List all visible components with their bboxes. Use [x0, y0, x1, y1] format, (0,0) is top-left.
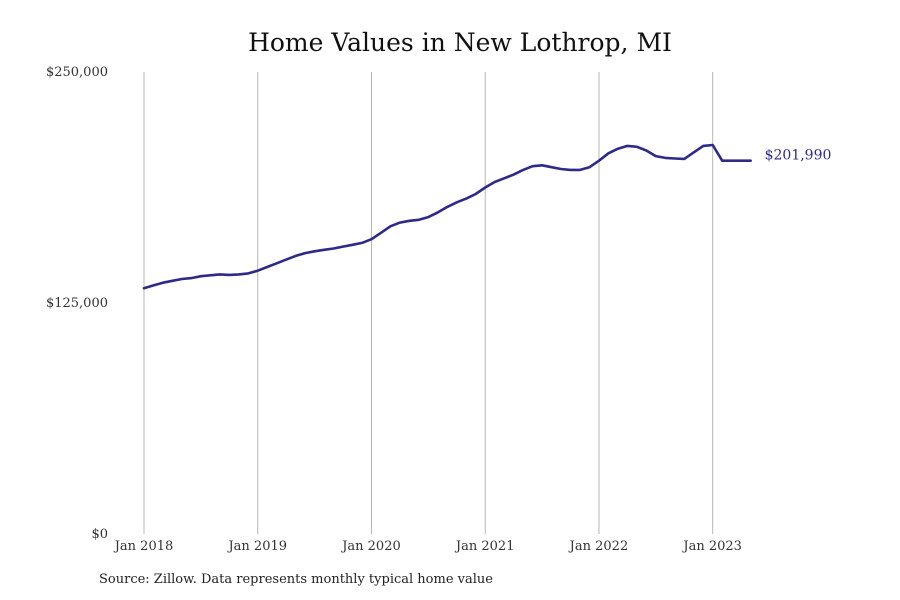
end-value-label: $201,990 — [765, 148, 832, 164]
source-note: Source: Zillow. Data represents monthly … — [99, 572, 493, 587]
x-tick-label: Jan 2019 — [226, 539, 287, 554]
y-axis-ticks: $0 $125,000 $250,000 — [46, 65, 108, 542]
x-tick-label: Jan 2021 — [454, 539, 515, 554]
y-tick-label: $0 — [91, 527, 108, 542]
x-tick-label: Jan 2020 — [340, 539, 401, 554]
home-values-chart: Home Values in New Lothrop, MI $0 $125,00… — [46, 28, 832, 554]
x-tick-label: Jan 2023 — [681, 539, 742, 554]
chart-title: Home Values in New Lothrop, MI — [248, 28, 672, 57]
y-tick-label: $250,000 — [46, 65, 108, 80]
x-tick-label: Jan 2018 — [113, 539, 174, 554]
home-value-line — [142, 143, 752, 290]
x-tick-label: Jan 2022 — [568, 539, 629, 554]
grid-lines — [143, 72, 714, 534]
y-tick-label: $125,000 — [46, 296, 108, 311]
x-axis-ticks: Jan 2018 Jan 2019 Jan 2020 Jan 2021 Jan 2022… — [113, 539, 742, 554]
